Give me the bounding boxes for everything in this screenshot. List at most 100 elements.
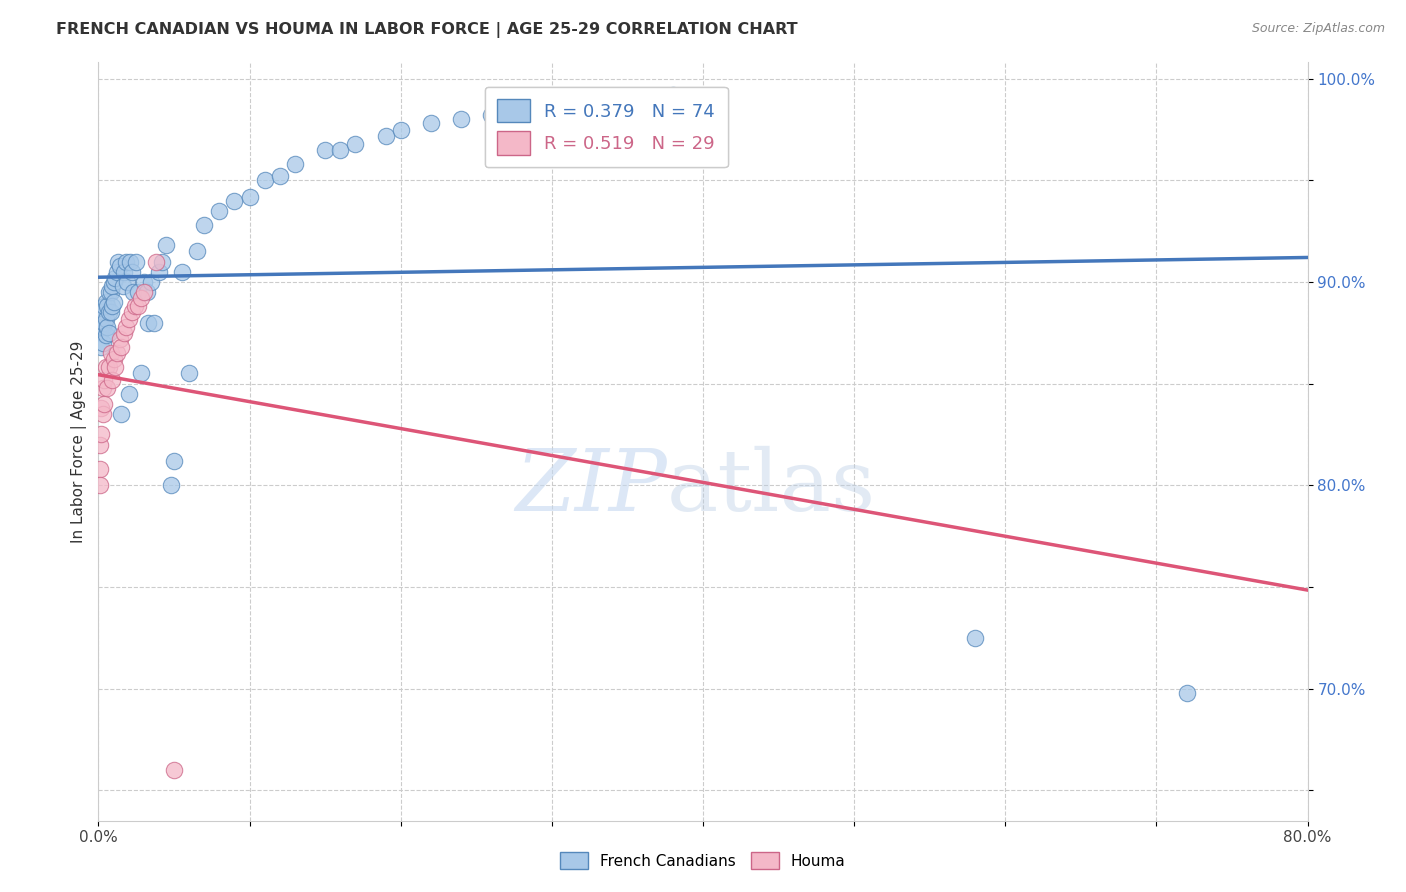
Point xyxy=(98,305,121,319)
Point xyxy=(127,299,149,313)
Text: ZIP: ZIP xyxy=(515,446,666,528)
Point xyxy=(121,265,143,279)
Point xyxy=(602,92,624,106)
Point xyxy=(93,397,115,411)
Point xyxy=(661,87,683,102)
Point xyxy=(103,352,125,367)
Text: atlas: atlas xyxy=(666,445,876,529)
Point xyxy=(120,254,142,268)
Point xyxy=(193,218,215,232)
Point xyxy=(112,265,135,279)
Point xyxy=(101,299,124,313)
Point xyxy=(186,244,208,259)
Point xyxy=(510,102,533,116)
Y-axis label: In Labor Force | Age 25-29: In Labor Force | Age 25-29 xyxy=(72,341,87,542)
Point xyxy=(89,437,111,451)
Point xyxy=(163,763,186,777)
Point xyxy=(105,346,128,360)
Point xyxy=(420,116,443,130)
Point xyxy=(118,311,141,326)
Point xyxy=(125,254,148,268)
Point xyxy=(96,381,118,395)
Point xyxy=(155,238,177,252)
Point xyxy=(91,319,114,334)
Point xyxy=(105,265,128,279)
Point xyxy=(90,427,112,442)
Point xyxy=(93,316,115,330)
Legend: R = 0.379   N = 74, R = 0.519   N = 29: R = 0.379 N = 74, R = 0.519 N = 29 xyxy=(485,87,728,168)
Point xyxy=(145,254,167,268)
Point xyxy=(94,360,117,375)
Point xyxy=(98,326,121,340)
Point xyxy=(93,299,115,313)
Point xyxy=(101,372,124,386)
Point xyxy=(132,275,155,289)
Point xyxy=(108,332,131,346)
Point xyxy=(129,367,152,381)
Point xyxy=(374,128,396,143)
Point xyxy=(148,265,170,279)
Point xyxy=(269,169,291,184)
Point xyxy=(103,275,125,289)
Point xyxy=(90,340,112,354)
Point xyxy=(90,401,112,415)
Point xyxy=(103,295,125,310)
Point xyxy=(104,271,127,285)
Point xyxy=(450,112,472,127)
Point xyxy=(124,299,146,313)
Point xyxy=(93,372,115,386)
Point xyxy=(89,310,111,324)
Point xyxy=(239,189,262,203)
Point xyxy=(91,335,114,350)
Point xyxy=(284,157,307,171)
Point xyxy=(179,367,201,381)
Point xyxy=(91,381,114,395)
Point xyxy=(107,254,129,268)
Point xyxy=(121,305,143,319)
Point xyxy=(150,254,173,268)
Point xyxy=(141,275,163,289)
Point xyxy=(136,316,159,330)
Point xyxy=(314,143,336,157)
Point xyxy=(94,295,117,310)
Point xyxy=(114,319,136,334)
Point xyxy=(89,462,111,476)
Point xyxy=(555,96,578,111)
Point xyxy=(122,285,145,300)
Point xyxy=(118,386,141,401)
Point xyxy=(100,305,122,319)
Point xyxy=(100,285,122,300)
Point xyxy=(112,326,135,340)
Point xyxy=(100,346,122,360)
Point xyxy=(253,173,276,187)
Point xyxy=(1175,685,1198,699)
Point xyxy=(96,299,118,313)
Legend: French Canadians, Houma: French Canadians, Houma xyxy=(554,846,852,875)
Point xyxy=(224,194,246,208)
Text: Source: ZipAtlas.com: Source: ZipAtlas.com xyxy=(1251,22,1385,36)
Point xyxy=(98,360,121,375)
Point xyxy=(631,92,654,106)
Point xyxy=(89,326,111,340)
Point xyxy=(965,631,987,645)
Text: FRENCH CANADIAN VS HOUMA IN LABOR FORCE | AGE 25-29 CORRELATION CHART: FRENCH CANADIAN VS HOUMA IN LABOR FORCE … xyxy=(56,22,797,38)
Point xyxy=(129,291,152,305)
Point xyxy=(143,316,166,330)
Point xyxy=(160,478,183,492)
Point xyxy=(98,285,121,300)
Point xyxy=(108,259,131,273)
Point xyxy=(89,478,111,492)
Point xyxy=(114,254,136,268)
Point xyxy=(96,319,118,334)
Point xyxy=(91,407,114,421)
Point xyxy=(94,311,117,326)
Point xyxy=(329,143,352,157)
Point xyxy=(94,327,117,342)
Point xyxy=(132,285,155,300)
Point xyxy=(101,279,124,293)
Point xyxy=(110,340,132,354)
Point xyxy=(389,122,412,136)
Point xyxy=(115,275,138,289)
Point xyxy=(90,319,112,334)
Point xyxy=(135,285,157,300)
